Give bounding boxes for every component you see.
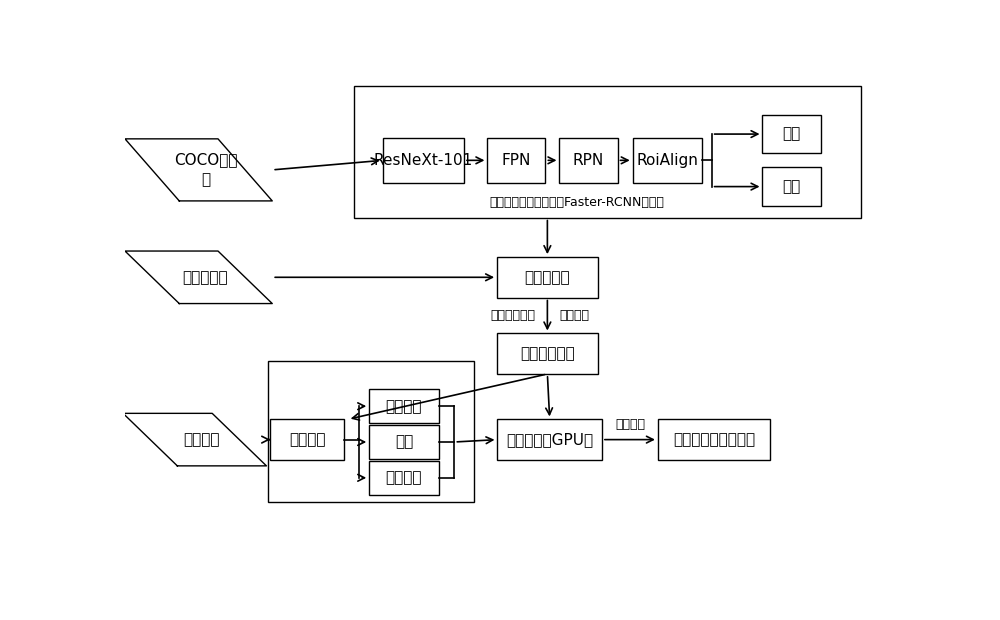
Text: RPN: RPN xyxy=(573,153,604,168)
Text: 钢筋检测模型: 钢筋检测模型 xyxy=(520,346,575,361)
Bar xyxy=(497,257,598,298)
Text: 钢筋图片: 钢筋图片 xyxy=(183,432,220,447)
Text: 模型部署（GPU）: 模型部署（GPU） xyxy=(506,432,593,447)
Bar xyxy=(762,115,821,153)
Bar xyxy=(369,461,439,495)
Text: 合并处理: 合并处理 xyxy=(615,418,645,431)
Polygon shape xyxy=(123,414,266,466)
Text: 水平翻转: 水平翻转 xyxy=(386,399,422,414)
Bar xyxy=(762,167,821,206)
Text: 动态数据增强: 动态数据增强 xyxy=(491,309,536,322)
Bar xyxy=(268,361,474,502)
Bar xyxy=(497,419,602,460)
Text: 预训练模型: 预训练模型 xyxy=(525,270,570,285)
Text: 分类: 分类 xyxy=(782,126,801,141)
Bar xyxy=(633,138,702,183)
Text: COCO数据
集: COCO数据 集 xyxy=(174,153,237,187)
Bar xyxy=(559,138,618,183)
Bar xyxy=(354,86,861,218)
Bar xyxy=(369,425,439,459)
Text: 钢筋数量及坐标位置: 钢筋数量及坐标位置 xyxy=(673,432,755,447)
Bar xyxy=(497,334,598,374)
Text: 深度神经网络（改进型Faster-RCNN算法）: 深度神经网络（改进型Faster-RCNN算法） xyxy=(489,196,664,209)
Bar xyxy=(383,138,464,183)
Text: 缩放: 缩放 xyxy=(395,435,413,449)
Text: 回归: 回归 xyxy=(782,179,801,194)
Bar xyxy=(270,419,344,460)
Polygon shape xyxy=(125,139,272,201)
Bar xyxy=(487,138,545,183)
Text: 迁移学习: 迁移学习 xyxy=(559,309,589,322)
Text: FPN: FPN xyxy=(502,153,531,168)
Polygon shape xyxy=(125,251,272,304)
Text: ResNeXt-101: ResNeXt-101 xyxy=(374,153,473,168)
Text: 钢筋数据集: 钢筋数据集 xyxy=(183,270,228,285)
Text: 数据增强: 数据增强 xyxy=(289,432,325,447)
Text: 照度增强: 照度增强 xyxy=(386,471,422,485)
Bar xyxy=(369,389,439,423)
Bar xyxy=(658,419,770,460)
Text: RoiAlign: RoiAlign xyxy=(637,153,698,168)
